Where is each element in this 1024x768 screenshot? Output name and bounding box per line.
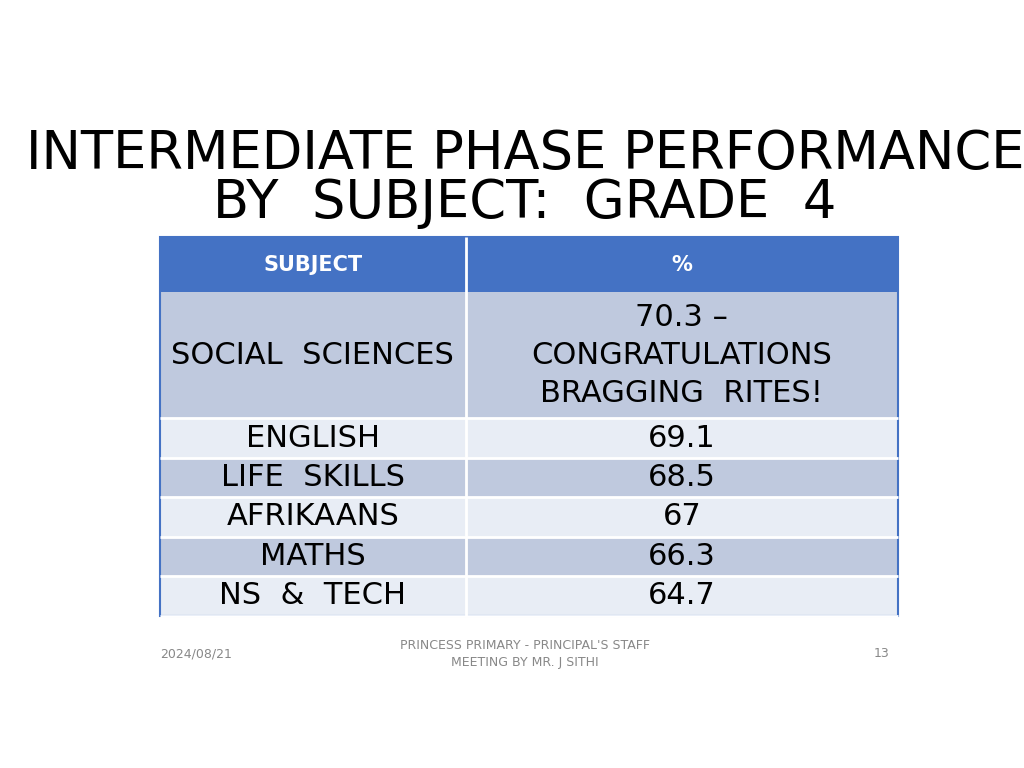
Text: 67: 67 xyxy=(663,502,701,531)
Bar xyxy=(466,458,898,497)
Text: NS  &  TECH: NS & TECH xyxy=(219,581,407,611)
Bar xyxy=(466,497,898,537)
Bar xyxy=(160,458,466,497)
Text: %: % xyxy=(672,255,692,275)
Text: PRINCESS PRIMARY - PRINCIPAL'S STAFF
MEETING BY MR. J SITHI: PRINCESS PRIMARY - PRINCIPAL'S STAFF MEE… xyxy=(399,639,650,669)
Bar xyxy=(160,419,466,458)
Text: MATHS: MATHS xyxy=(260,542,366,571)
Text: LIFE  SKILLS: LIFE SKILLS xyxy=(221,463,404,492)
Text: INTERMEDIATE PHASE PERFORMANCE: INTERMEDIATE PHASE PERFORMANCE xyxy=(26,128,1024,180)
Bar xyxy=(160,497,466,537)
Text: 2024/08/21: 2024/08/21 xyxy=(160,647,231,660)
Text: 69.1: 69.1 xyxy=(648,424,716,452)
Bar xyxy=(466,576,898,615)
Bar xyxy=(466,537,898,576)
Bar xyxy=(160,576,466,615)
Text: 68.5: 68.5 xyxy=(648,463,716,492)
Text: ENGLISH: ENGLISH xyxy=(246,424,380,452)
Text: 13: 13 xyxy=(874,647,890,660)
Text: 64.7: 64.7 xyxy=(648,581,716,611)
Bar xyxy=(160,537,466,576)
Text: BY  SUBJECT:  GRADE  4: BY SUBJECT: GRADE 4 xyxy=(213,177,837,230)
Bar xyxy=(466,419,898,458)
Text: SUBJECT: SUBJECT xyxy=(263,255,362,275)
Text: AFRIKAANS: AFRIKAANS xyxy=(226,502,399,531)
Text: 66.3: 66.3 xyxy=(648,542,716,571)
Text: SOCIAL  SCIENCES: SOCIAL SCIENCES xyxy=(171,341,455,370)
Text: 70.3 –
CONGRATULATIONS
BRAGGING  RITES!: 70.3 – CONGRATULATIONS BRAGGING RITES! xyxy=(531,303,833,408)
Bar xyxy=(160,237,898,293)
